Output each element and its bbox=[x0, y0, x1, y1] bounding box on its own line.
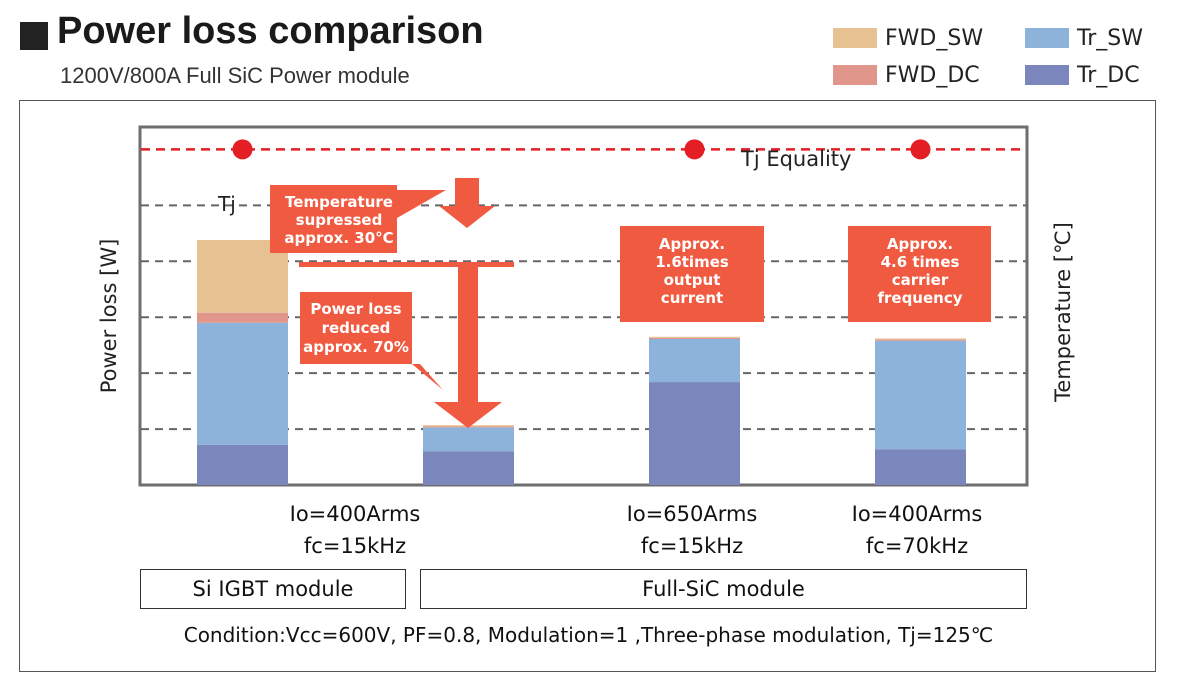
output-current-callout-text: Approx. bbox=[659, 235, 725, 253]
bar-segment-tr-sw bbox=[649, 339, 740, 383]
temperature-callout bbox=[270, 185, 446, 253]
bar-segment-fwd-dc bbox=[875, 339, 966, 341]
temperature-arrow bbox=[439, 178, 495, 228]
bar-segment-tr-sw bbox=[875, 340, 966, 450]
y2-axis-label: Temperature [℃] bbox=[1051, 222, 1075, 403]
temperature-callout-text: Temperature bbox=[285, 193, 393, 211]
bar-segment-tr-sw bbox=[197, 322, 288, 445]
power-loss-callout-text: reduced bbox=[322, 319, 391, 337]
output-current-callout bbox=[620, 226, 764, 322]
bar-segment-tr-dc bbox=[197, 444, 288, 485]
condition-io-label: Io=650Arms bbox=[627, 502, 758, 526]
title-square-icon bbox=[20, 22, 48, 50]
bar-segment-tr-dc bbox=[875, 449, 966, 485]
carrier-frequency-callout-text: carrier bbox=[892, 271, 949, 289]
condition-fc-label: fc=15kHz bbox=[304, 534, 406, 558]
power-loss-callout-text: approx. 70% bbox=[303, 338, 409, 356]
carrier-frequency-callout bbox=[848, 226, 991, 322]
condition-io-label: Io=400Arms bbox=[852, 502, 983, 526]
legend-label: Tr_DC bbox=[1077, 62, 1140, 88]
bar-segment-tr-dc bbox=[423, 451, 514, 485]
output-current-callout-text: output bbox=[664, 271, 721, 289]
legend-item-tr-dc: Tr_DC bbox=[1025, 60, 1140, 90]
bar-segment-tr-sw bbox=[423, 427, 514, 452]
output-current-callout-text: current bbox=[661, 289, 723, 307]
legend-swatch bbox=[833, 28, 877, 48]
carrier-frequency-callout-text: Approx. bbox=[887, 235, 953, 253]
page-subtitle: 1200V/800A Full SiC Power module bbox=[60, 63, 410, 88]
page-title: Power loss comparison bbox=[57, 10, 484, 52]
legend-item-fwd-dc: FWD_DC bbox=[833, 60, 980, 90]
legend-swatch bbox=[833, 65, 877, 85]
legend-swatch bbox=[1025, 65, 1069, 85]
condition-text: Condition:Vcc=600V, PF=0.8, Modulation=1… bbox=[183, 623, 994, 647]
power-loss-callout-body bbox=[300, 292, 412, 364]
y-axis-label: Power loss [W] bbox=[97, 239, 121, 394]
condition-io-label: Io=400Arms bbox=[290, 502, 421, 526]
carrier-frequency-callout-text: 4.6 times bbox=[881, 253, 960, 271]
legend-swatch bbox=[1025, 28, 1069, 48]
legend-label: FWD_DC bbox=[885, 62, 980, 88]
temperature-callout-text: approx. 30°C bbox=[284, 229, 393, 247]
legend-item-fwd-sw: FWD_SW bbox=[833, 23, 983, 53]
chart-frame bbox=[19, 100, 1156, 672]
bar-segment-fwd-sw bbox=[875, 338, 966, 340]
tj-equality-label: Tj Equality bbox=[740, 147, 851, 171]
bar-segment-fwd-dc bbox=[649, 337, 740, 340]
temperature-callout-text: supressed bbox=[296, 211, 383, 229]
power-loss-reference-line bbox=[299, 262, 514, 267]
plot-area bbox=[138, 125, 1029, 487]
bar-segment-fwd-sw bbox=[649, 336, 740, 338]
bar-segment-tr-dc bbox=[649, 382, 740, 485]
group-label-si-igbt: Si IGBT module bbox=[140, 569, 406, 609]
tj-label: Tj bbox=[217, 192, 236, 216]
bar-segment-fwd-dc bbox=[197, 312, 288, 323]
tj-point bbox=[910, 139, 931, 160]
legend-item-tr-sw: Tr_SW bbox=[1025, 23, 1143, 53]
bars bbox=[197, 239, 966, 485]
power-loss-arrow bbox=[434, 265, 502, 428]
group-label-full-sic: Full-SiC module bbox=[420, 569, 1027, 609]
tj-point bbox=[232, 139, 253, 160]
condition-fc-label: fc=15kHz bbox=[641, 534, 743, 558]
condition-fc-label: fc=70kHz bbox=[866, 534, 968, 558]
legend-label: FWD_SW bbox=[885, 25, 984, 51]
tj-point bbox=[684, 139, 705, 160]
carrier-frequency-callout-text: frequency bbox=[877, 289, 962, 307]
legend-label: Tr_SW bbox=[1077, 25, 1143, 51]
output-current-callout-text: 1.6times bbox=[655, 253, 729, 271]
power-loss-callout-text: Power loss bbox=[310, 300, 401, 318]
